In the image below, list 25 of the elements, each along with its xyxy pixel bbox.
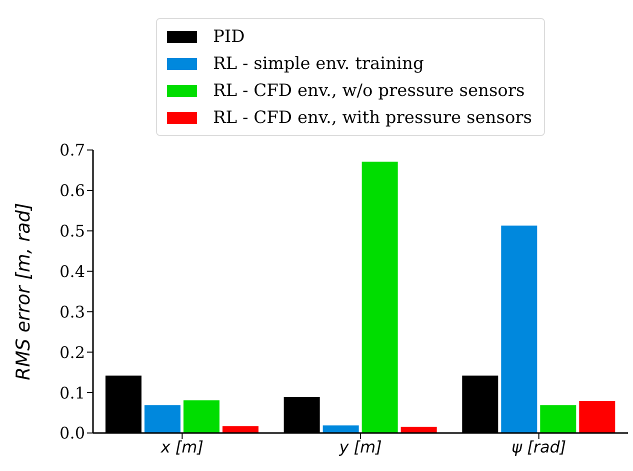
bar [540, 405, 576, 433]
x-tick-label: ψ [rad] [511, 437, 566, 456]
legend-label: PID [212, 26, 245, 46]
bar [144, 405, 180, 433]
y-tick-label: 0.4 [60, 262, 85, 281]
y-tick-label: 0.7 [60, 140, 85, 160]
bar [362, 162, 398, 433]
y-tick-label: 0.3 [60, 302, 85, 322]
legend-label: RL - CFD env., w/o pressure sensors [212, 80, 525, 100]
y-tick-label: 0.0 [60, 424, 85, 443]
y-tick-label: 0.5 [60, 222, 85, 241]
bar [322, 425, 359, 433]
y-tick-label: 0.1 [60, 383, 85, 402]
bar [501, 226, 538, 433]
legend-label: RL - simple env. training [212, 54, 424, 74]
legend-label: RL - CFD env., with pressure sensors [212, 108, 532, 128]
y-tick-label: 0.2 [60, 342, 85, 362]
x-tick-label: x [m] [160, 437, 204, 456]
bar [222, 426, 258, 433]
bar [400, 426, 437, 433]
x-tick-label: y [m] [338, 437, 382, 456]
bar [183, 400, 220, 433]
y-axis-title: RMS error [m, rad] [12, 202, 35, 380]
bar [579, 401, 616, 433]
y-tick-label: 0.6 [60, 181, 85, 200]
